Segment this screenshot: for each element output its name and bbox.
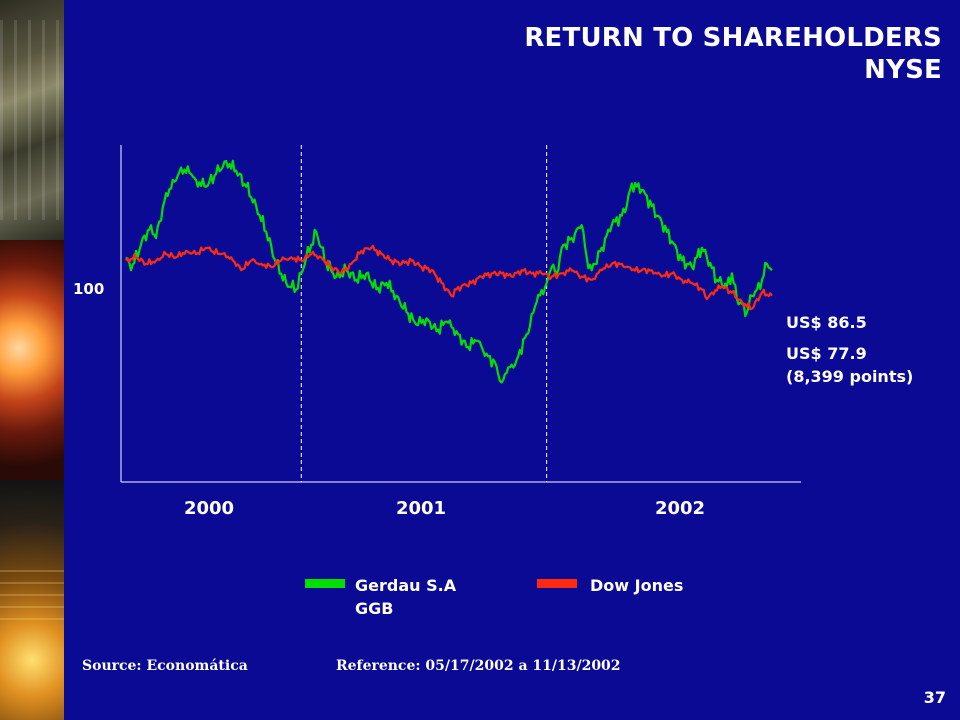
steel-mill-photo <box>0 0 64 240</box>
series-line-dow-jones <box>125 244 773 311</box>
chart-legend: Gerdau S.A GGB Dow Jones <box>305 576 683 618</box>
series-line-gerdau <box>125 159 773 384</box>
legend-label-dow: Dow Jones <box>590 576 683 595</box>
legend-label-gerdau-line2: GGB <box>355 599 393 618</box>
hot-steel-coil-photo <box>0 240 64 480</box>
x-label-2000: 2000 <box>184 498 234 519</box>
mill-machinery-detail <box>0 20 64 220</box>
chart-axes <box>120 145 801 483</box>
legend-swatch-dow <box>537 579 577 588</box>
furnace-structure-detail <box>0 560 64 620</box>
reference-note: Reference: 05/17/2002 a 11/13/2002 <box>336 658 621 674</box>
slide-title: RETURN TO SHAREHOLDERS NYSE <box>524 22 942 86</box>
x-label-2002: 2002 <box>655 498 705 519</box>
steel-furnace-photo <box>0 480 64 720</box>
dow-end-label: US$ 77.9 <box>786 344 867 363</box>
photo-strip <box>0 0 64 720</box>
legend-label-gerdau-line1: Gerdau S.A <box>355 576 457 595</box>
gerdau-end-label: US$ 86.5 <box>786 313 867 332</box>
legend-swatch-gerdau <box>305 579 345 588</box>
x-label-2001: 2001 <box>396 498 446 519</box>
title-line-2: NYSE <box>864 55 942 85</box>
dow-end-sublabel: (8,399 points) <box>786 367 913 386</box>
page-number: 37 <box>923 688 946 707</box>
title-line-1: RETURN TO SHAREHOLDERS <box>524 23 942 53</box>
source-note: Source: Economática <box>82 658 248 674</box>
reference-label: 100 <box>73 280 104 298</box>
